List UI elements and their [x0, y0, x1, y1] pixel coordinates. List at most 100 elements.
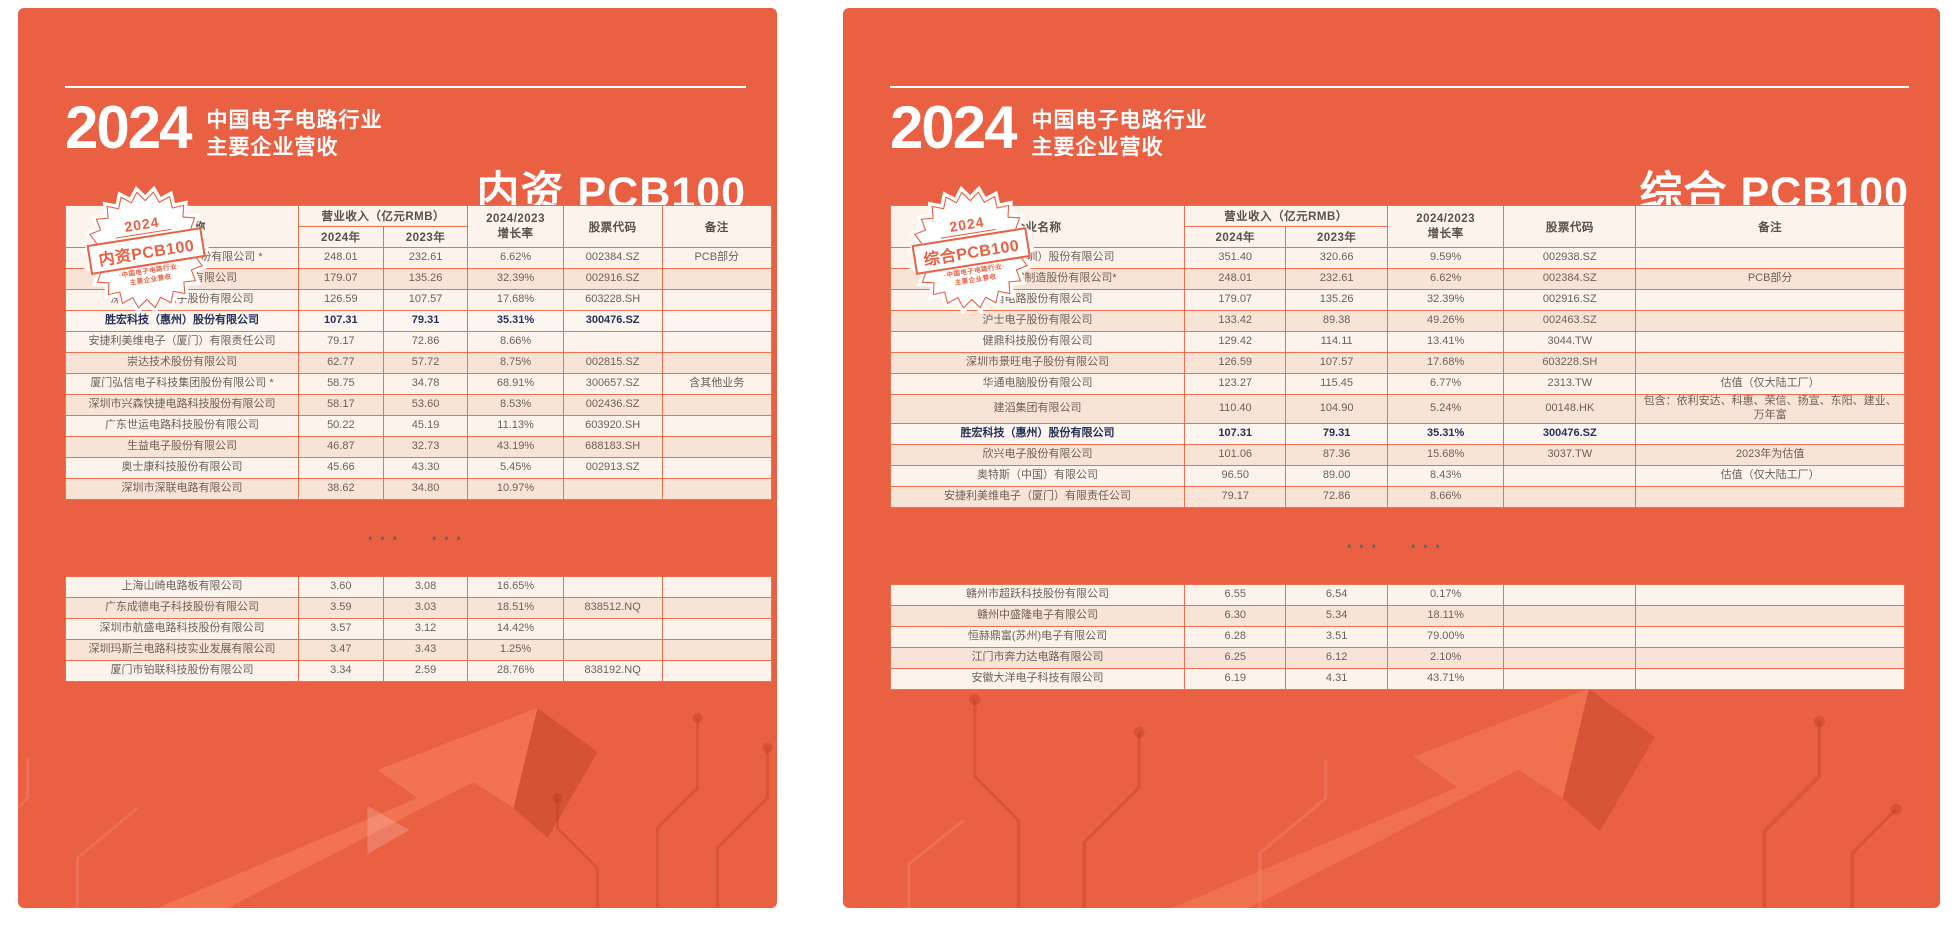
revenue-2023-cell: 3.51 [1285, 625, 1388, 648]
note-cell [661, 310, 773, 332]
revenue-2023-cell: 2.59 [382, 660, 469, 682]
companies-table-bottom: 上海山崎电路板有限公司 3.60 3.08 16.65% 广东成德电子科技股份有限公司 3… [65, 576, 773, 682]
revenue-2024-cell: 107.31 [297, 310, 384, 332]
growth-rate-cell: 1.25% [467, 639, 564, 661]
table-row: 深圳市景旺电子股份有限公司 126.59 107.57 17.68% 603228.SH [889, 352, 1905, 374]
stock-code-cell: 688183.SH [562, 436, 663, 458]
company-name-cell: 奥士康科技股份有限公司 [65, 457, 299, 479]
note-cell [661, 415, 773, 437]
col-header-2024: 2024年 [297, 226, 384, 248]
col-header-growth: 2024/2023 增长率 [467, 205, 564, 248]
table-row: 沪士电子股份有限公司 133.42 89.38 49.26% 002463.SZ [889, 310, 1905, 332]
revenue-2023-cell: 107.57 [1285, 352, 1388, 374]
revenue-2024-cell: 79.17 [297, 331, 384, 353]
note-cell [1635, 310, 1905, 332]
stock-code-cell: 002916.SZ [1503, 289, 1637, 311]
company-name-cell: 广东成德电子科技股份有限公司 [65, 597, 299, 619]
table-row: 厦门弘信电子科技集团股份有限公司 * 58.75 34.78 68.91% 300657… [65, 373, 773, 395]
revenue-2024-cell: 179.07 [297, 268, 384, 290]
note-cell: PCB部分 [661, 247, 773, 269]
growth-rate-cell: 35.31% [1386, 422, 1505, 445]
growth-rate-cell: 10.97% [467, 478, 564, 500]
growth-rate-cell: 17.68% [467, 289, 564, 311]
table-row: 广东成德电子科技股份有限公司 3.59 3.03 18.51% 838512.NQ [65, 597, 773, 619]
revenue-2024-cell: 101.06 [1184, 443, 1287, 466]
badge-content: 2024 综合PCB100 ·中国电子电路行业· 主要企业营收 [886, 173, 1057, 327]
note-cell: 含其他业务 [661, 373, 773, 395]
growth-rate-cell: 13.41% [1386, 331, 1505, 353]
table-row: 安捷利美维电子（厦门）有限责任公司 79.17 72.86 8.66% [65, 331, 773, 353]
col-header-growth: 2024/2023 增长率 [1386, 205, 1505, 248]
revenue-2024-cell: 96.50 [1184, 464, 1287, 487]
note-cell [1635, 289, 1905, 311]
growth-rate-cell: 8.66% [467, 331, 564, 353]
year-heading: 2024 [890, 94, 1017, 161]
table-row: 安徽大洋电子科技有限公司 6.19 4.31 43.71% [889, 667, 1905, 690]
revenue-2024-cell: 6.30 [1184, 604, 1287, 627]
stock-code-cell [562, 576, 663, 598]
revenue-2023-cell: 320.66 [1285, 247, 1388, 269]
table-row: 欣兴电子股份有限公司 101.06 87.36 15.68% 3037.TW 2023年为… [889, 443, 1905, 466]
table-row: 奥特斯（中国）有限公司 96.50 89.00 8.43% 估值（仅大陆工厂） [889, 464, 1905, 487]
circuit-traces [556, 718, 769, 908]
table-row: 深圳市深联电路有限公司 38.62 34.80 10.97% [65, 478, 773, 500]
note-cell [661, 352, 773, 374]
company-name-cell: 安徽大洋电子科技有限公司 [889, 667, 1186, 690]
panel-header: 2024 中国电子电路行业 主要企业营收 [890, 94, 1207, 162]
company-name-cell: 胜宏科技（惠州）股份有限公司 [65, 310, 299, 332]
industry-title: 中国电子电路行业 主要企业营收 [1031, 100, 1207, 162]
note-cell [1635, 247, 1905, 269]
table-row: 恒赫鼎富(苏州)电子有限公司 6.28 3.51 79.00% [889, 625, 1905, 648]
note-cell [1635, 604, 1905, 627]
growth-rate-cell: 8.43% [1386, 464, 1505, 487]
growth-rate-cell: 32.39% [467, 268, 564, 290]
note-cell [661, 618, 773, 640]
stock-code-cell: 002384.SZ [1503, 268, 1637, 290]
revenue-2024-cell: 38.62 [297, 478, 384, 500]
circuit-decoration [18, 678, 777, 908]
growth-rate-cell: 15.68% [1386, 443, 1505, 466]
industry-title: 中国电子电路行业 主要企业营收 [206, 100, 382, 162]
note-cell [661, 478, 773, 500]
stock-code-cell [1503, 583, 1637, 606]
revenue-2023-cell: 4.31 [1285, 667, 1388, 690]
table-row: 上海山崎电路板有限公司 3.60 3.08 16.65% [65, 576, 773, 598]
note-cell: 2023年为估值 [1635, 443, 1905, 466]
growth-rate-cell: 68.91% [467, 373, 564, 395]
stock-code-cell: 603228.SH [1503, 352, 1637, 374]
growth-rate-cell: 5.45% [467, 457, 564, 479]
revenue-2023-cell: 32.73 [382, 436, 469, 458]
growth-rate-cell: 43.19% [467, 436, 564, 458]
growth-rate-cell: 17.68% [1386, 352, 1505, 374]
growth-rate-cell: 6.62% [1386, 268, 1505, 290]
company-name-cell: 恒赫鼎富(苏州)电子有限公司 [889, 625, 1186, 648]
growth-rate-cell: 32.39% [1386, 289, 1505, 311]
note-cell [661, 576, 773, 598]
arrow-graphic [157, 708, 538, 908]
play-triangle [367, 806, 410, 854]
company-name-cell: 深圳市兴森快捷电路科技股份有限公司 [65, 394, 299, 416]
note-cell [1635, 485, 1905, 508]
col-header-revenue: 营业收入（亿元RMB） [297, 205, 469, 227]
panel-domestic-pcb100: 2024 中国电子电路行业 主要企业营收 内资 PCB100 2024 内资PC… [18, 8, 777, 908]
col-header-2024: 2024年 [1184, 226, 1287, 248]
company-name-cell: 厦门弘信电子科技集团股份有限公司 * [65, 373, 299, 395]
table-row: 华通电脑股份有限公司 123.27 115.45 6.77% 2313.TW 估值（仅大陆… [889, 373, 1905, 395]
growth-rate-cell: 79.00% [1386, 625, 1505, 648]
note-cell: PCB部分 [1635, 268, 1905, 290]
revenue-2023-cell: 87.36 [1285, 443, 1388, 466]
company-name-cell: 生益电子股份有限公司 [65, 436, 299, 458]
revenue-2023-cell: 79.31 [382, 310, 469, 332]
revenue-2024-cell: 62.77 [297, 352, 384, 374]
growth-rate-cell: 0.17% [1386, 583, 1505, 606]
company-name-cell: 深圳市景旺电子股份有限公司 [889, 352, 1186, 374]
company-name-cell: 欣兴电子股份有限公司 [889, 443, 1186, 466]
table-row: 建滔集团有限公司 110.40 104.90 5.24% 00148.HK 包含：依利安达… [889, 394, 1905, 424]
companies-table-zone: 企业名称 营业收入（亿元RMB） 2024/2023 增长率 股票代码 备注 2… [889, 205, 1905, 690]
col-header-2023: 2023年 [1285, 226, 1388, 248]
note-cell [661, 394, 773, 416]
stock-code-cell: 002938.SZ [1503, 247, 1637, 269]
badge-content: 2024 内资PCB100 ·中国电子电路行业· 主要企业营收 [61, 173, 232, 327]
growth-rate-cell: 8.53% [467, 394, 564, 416]
note-cell: 包含：依利安达、科惠、荣信、扬宣、东阳、建业、万年富 [1635, 394, 1905, 424]
